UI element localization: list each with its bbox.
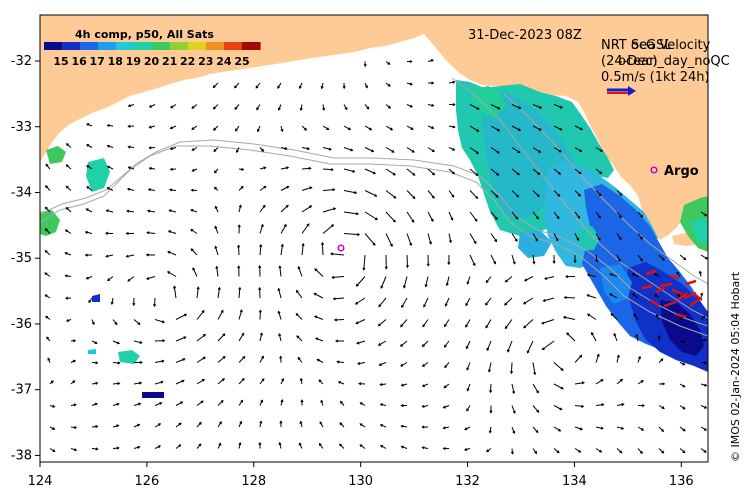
argo-label: Argo	[664, 164, 699, 179]
colorbar-tick-label: 22	[180, 55, 195, 68]
y-tick-label: -37	[11, 383, 32, 398]
colorbar-tick-label: 19	[126, 55, 141, 68]
x-tick-label: 128	[241, 474, 266, 489]
y-tick-label: -34	[11, 185, 32, 200]
colorbar-swatch	[242, 42, 261, 50]
velocity-legend-line2-overlap: ocean_day_noQC	[618, 54, 730, 69]
sst-current-map: 124 126 128 130 132 134 136 -32 -33 -34 -35 -36 -37…	[0, 0, 750, 496]
colorbar-tick-label: 20	[144, 55, 160, 68]
colorbar-tick-label: 15	[53, 55, 68, 68]
colorbar-title: 4h comp, p50, All Sats	[75, 28, 214, 41]
colorbar-swatch	[224, 42, 243, 50]
colorbar-tick-label: 16	[71, 55, 87, 68]
velocity-vector	[322, 243, 323, 255]
colorbar-tick-label: 25	[234, 55, 249, 68]
y-tick-label: -32	[11, 54, 32, 69]
colorbar-swatch	[116, 42, 135, 50]
colorbar-swatch	[62, 42, 81, 50]
colorbar-labels: 15 16 17 18 19 20 21 22 23 24 25	[53, 55, 249, 68]
velocity-legend-line1-overlap: Sea Velocity	[631, 38, 711, 53]
colorbar-tick-label: 24	[216, 55, 232, 68]
colorbar-swatch	[98, 42, 117, 50]
y-tick-label: -33	[11, 120, 32, 135]
x-tick-label: 124	[28, 474, 53, 489]
colorbar-tick-label: 17	[90, 55, 105, 68]
velocity-vector	[511, 363, 512, 374]
x-tick-label: 126	[134, 474, 159, 489]
colorbar-swatch	[170, 42, 189, 50]
x-tick-label: 130	[348, 474, 373, 489]
colorbar-swatches	[44, 42, 261, 50]
y-tick-label: -38	[11, 448, 32, 463]
colorbar-swatch	[206, 42, 225, 50]
colorbar-swatch	[152, 42, 171, 50]
map-date: 31-Dec-2023 08Z	[468, 28, 582, 43]
colorbar-swatch	[134, 42, 153, 50]
colorbar-swatch	[80, 42, 99, 50]
y-tick-label: -36	[11, 317, 32, 332]
x-tick-label: 134	[562, 474, 587, 489]
x-tick-label: 132	[455, 474, 480, 489]
colorbar-tick-label: 21	[162, 55, 177, 68]
colorbar-swatch	[188, 42, 207, 50]
velocity-legend-line3: 0.5m/s (1kt 24h)	[601, 70, 710, 85]
x-tick-label: 136	[669, 474, 694, 489]
colorbar-tick-label: 18	[108, 55, 123, 68]
colorbar-tick-label: 23	[198, 55, 213, 68]
colorbar-swatch	[44, 42, 63, 50]
y-tick-label: -35	[11, 251, 32, 266]
imos-credit: © IMOS 02-Jan-2024 05:04 Hobart	[729, 271, 742, 462]
velocity-vector	[407, 255, 408, 267]
